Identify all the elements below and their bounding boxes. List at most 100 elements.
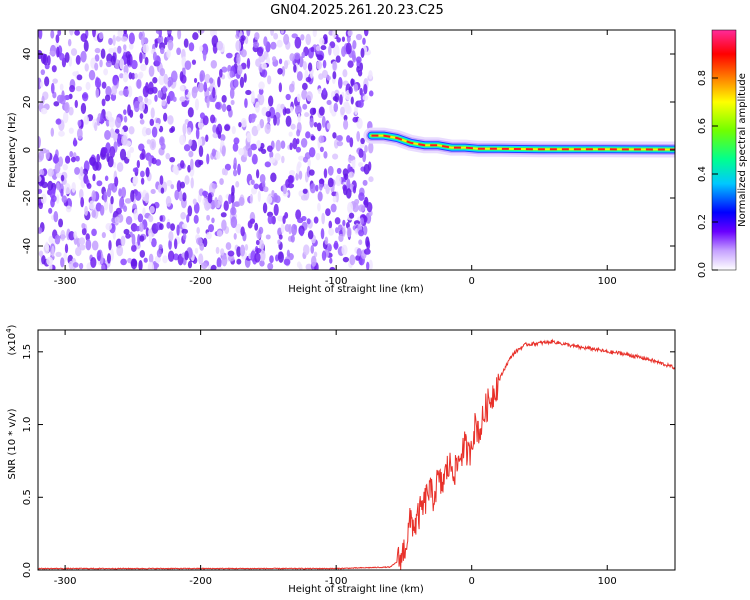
noise-blob — [193, 202, 200, 214]
noise-blob — [114, 176, 119, 187]
noise-blob — [258, 81, 265, 90]
noise-blob — [100, 48, 106, 59]
noise-blob — [60, 257, 65, 268]
noise-blob — [348, 171, 355, 178]
noise-blob — [72, 71, 78, 77]
noise-blob — [83, 115, 90, 125]
noise-blob — [106, 253, 111, 264]
spectrogram-y-label: Frequency (Hz) — [7, 112, 18, 188]
noise-blob — [358, 161, 363, 168]
noise-blob — [235, 40, 242, 52]
noise-blob — [156, 249, 162, 258]
noise-blob — [259, 118, 265, 129]
noise-blob — [105, 86, 112, 97]
noise-blob — [292, 137, 298, 150]
noise-blob — [332, 30, 337, 39]
noise-blob — [76, 74, 83, 81]
noise-blob — [330, 203, 337, 213]
noise-blob — [131, 233, 136, 246]
noise-blob — [105, 118, 110, 127]
noise-blob — [64, 183, 71, 195]
noise-blob — [253, 183, 260, 190]
noise-blob — [148, 155, 152, 167]
noise-blob — [239, 244, 246, 257]
noise-blob — [318, 178, 325, 185]
noise-blob — [345, 188, 352, 199]
noise-blob — [157, 35, 164, 45]
noise-blob — [81, 222, 86, 229]
y-tick-label: -20 — [22, 190, 33, 206]
x-tick-label: 0 — [469, 276, 475, 287]
noise-blob — [342, 184, 347, 191]
noise-blob — [56, 182, 60, 191]
noise-blob — [116, 245, 124, 257]
noise-blob — [125, 233, 131, 239]
noise-blob — [64, 155, 71, 164]
noise-blob — [79, 166, 84, 177]
noise-blob — [176, 224, 180, 236]
noise-blob — [343, 173, 349, 181]
noise-blob — [251, 90, 255, 103]
noise-blob — [221, 95, 227, 103]
noise-blob — [321, 115, 326, 128]
noise-blob — [337, 77, 343, 89]
noise-blob — [210, 114, 216, 124]
noise-blob — [280, 223, 285, 234]
noise-blob — [205, 203, 212, 210]
noise-blob — [68, 127, 74, 134]
noise-blob — [187, 107, 194, 118]
noise-blob — [96, 180, 103, 187]
noise-blob — [147, 261, 155, 270]
noise-blob — [46, 256, 53, 266]
noise-blob — [83, 39, 89, 52]
noise-blob — [309, 117, 314, 128]
noise-blob — [245, 89, 252, 96]
noise-blob — [128, 126, 135, 135]
noise-blob — [163, 73, 169, 85]
noise-blob — [131, 244, 137, 252]
noise-blob — [179, 134, 186, 146]
noise-blob — [41, 181, 49, 189]
noise-blob — [236, 53, 241, 65]
noise-blob — [255, 101, 260, 113]
noise-blob — [219, 178, 224, 186]
noise-blob — [94, 47, 101, 54]
noise-blob — [78, 188, 84, 200]
noise-blob — [167, 79, 172, 88]
noise-blob — [170, 126, 176, 133]
noise-blob — [352, 185, 357, 194]
noise-blob — [98, 31, 104, 40]
noise-blob — [104, 130, 111, 140]
noise-blob — [199, 242, 205, 251]
noise-blob — [298, 155, 305, 161]
noise-blob — [148, 215, 154, 223]
noise-blob — [74, 166, 81, 175]
noise-blob — [240, 226, 245, 237]
noise-blob — [243, 73, 247, 83]
noise-blob — [140, 170, 145, 178]
noise-blob — [74, 99, 78, 109]
noise-blob — [90, 257, 97, 269]
noise-blob — [269, 150, 274, 159]
noise-blob — [199, 73, 204, 83]
noise-blob — [150, 107, 155, 119]
noise-blob — [155, 159, 162, 166]
noise-blob — [206, 153, 210, 165]
snr-y-multiplier: (x104) — [5, 324, 18, 355]
x-tick-label: 100 — [598, 576, 617, 587]
noise-blob — [356, 131, 361, 142]
noise-blob — [316, 122, 322, 132]
noise-blob — [129, 109, 134, 118]
noise-blob — [343, 119, 349, 130]
noise-blob — [123, 30, 127, 35]
x-tick-label: 100 — [598, 276, 617, 287]
colorbar-tick-label: 0.6 — [697, 118, 708, 134]
noise-blob — [148, 232, 153, 244]
noise-blob — [250, 143, 258, 151]
noise-blob — [358, 239, 363, 245]
noise-blob — [173, 253, 179, 261]
noise-blob — [62, 111, 69, 124]
noise-blob — [199, 112, 206, 119]
figure-title: GN04.2025.261.20.23.C25 — [270, 3, 444, 18]
noise-blob — [136, 160, 140, 169]
